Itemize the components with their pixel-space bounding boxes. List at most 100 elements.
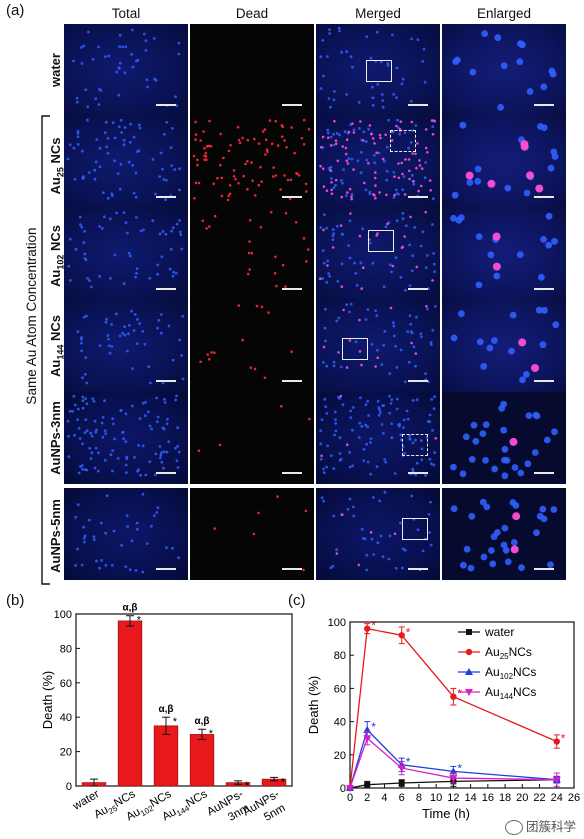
data-point (364, 781, 371, 788)
y-axis-label: Death (%) (40, 671, 55, 730)
y-tick-label: 20 (60, 747, 72, 759)
micrograph-au144-dead (190, 300, 314, 392)
scale-bar (534, 196, 554, 198)
data-point (397, 765, 406, 773)
scale-bar (156, 196, 176, 198)
y-axis-label: Death (%) (306, 676, 321, 735)
micrograph-grid (64, 24, 566, 580)
y-tick-label: 60 (60, 678, 72, 690)
significance-star: * (371, 720, 376, 734)
micrograph-au102-merged (316, 208, 440, 300)
panel-c-label: (c) (288, 592, 306, 609)
data-point (346, 785, 354, 792)
x-tick-label: 12 (447, 792, 459, 804)
scale-bar (282, 104, 302, 106)
scale-bar (408, 196, 428, 198)
y-tick-label: 20 (334, 750, 346, 762)
micrograph-aunps-3nm-enlarged (442, 392, 566, 484)
y-tick-label: 40 (60, 712, 72, 724)
x-tick-label: 4 (381, 792, 387, 804)
data-point (398, 780, 405, 787)
column-header-total: Total (111, 6, 141, 21)
y-tick-label: 0 (340, 783, 346, 795)
scale-bar (156, 472, 176, 474)
panel-a-label: (a) (6, 2, 25, 19)
x-tick-label: 22 (533, 792, 545, 804)
significance-label: α,β (194, 716, 209, 727)
legend-label: Au25NCs (485, 645, 532, 661)
y-tick-label: 100 (54, 609, 72, 621)
y-tick-label: 40 (334, 717, 346, 729)
scale-bar (534, 288, 554, 290)
micrograph-aunps-5nm-merged (316, 488, 440, 580)
x-tick-label: 24 (551, 792, 563, 804)
scale-bar (282, 472, 302, 474)
x-tick-label: 10 (430, 792, 442, 804)
micrograph-aunps-5nm-dead (190, 488, 314, 580)
y-tick-label: 100 (328, 617, 346, 629)
legend-label: water (484, 625, 514, 639)
significance-star: * (457, 687, 462, 701)
micrograph-water-enlarged (442, 24, 566, 116)
micrograph-au144-enlarged (442, 300, 566, 392)
micrograph-aunps-3nm-total (64, 392, 188, 484)
x-tick-label: 6 (399, 792, 405, 804)
micrograph-water-dead (190, 24, 314, 116)
x-tick-label: 18 (499, 792, 511, 804)
micrograph-water-merged (316, 24, 440, 116)
scale-bar (156, 288, 176, 290)
enlarge-region-box (402, 434, 428, 456)
scale-bar (534, 104, 554, 106)
x-tick-label: 0 (347, 792, 353, 804)
scale-bar (156, 104, 176, 106)
micrograph-aunps-5nm-enlarged (442, 488, 566, 580)
enlarge-region-box (368, 230, 394, 252)
significance-star: * (406, 755, 411, 769)
significance-star: * (406, 625, 411, 639)
panel-b-label: (b) (6, 592, 25, 609)
legend-label: Au144NCs (485, 685, 536, 701)
bar (189, 734, 215, 787)
data-point (465, 648, 473, 656)
micrograph-au25-enlarged (442, 116, 566, 208)
data-point (553, 738, 560, 745)
micrograph-au102-enlarged (442, 208, 566, 300)
micrograph-water-total (64, 24, 188, 116)
scale-bar (156, 380, 176, 382)
y-tick-label: 60 (334, 683, 346, 695)
data-point (465, 689, 473, 696)
x-tick-label: 20 (516, 792, 528, 804)
micrograph-au144-total (64, 300, 188, 392)
scale-bar (408, 568, 428, 570)
scale-bar (408, 288, 428, 290)
row-label-water: water (48, 53, 63, 87)
micrograph-aunps-5nm-total (64, 488, 188, 580)
data-point (552, 776, 561, 784)
micrograph-au144-merged (316, 300, 440, 392)
legend-label: Au102NCs (485, 665, 536, 681)
y-tick-label: 80 (60, 643, 72, 655)
enlarge-region-box (402, 518, 428, 540)
scale-bar (282, 568, 302, 570)
concentration-bracket (41, 115, 50, 585)
enlarge-region-box (390, 130, 416, 152)
plot-frame (349, 621, 575, 789)
significance-star: * (173, 716, 178, 728)
significance-star: * (281, 776, 286, 788)
data-point (450, 693, 457, 700)
micrograph-aunps-3nm-dead (190, 392, 314, 484)
wechat-icon (504, 820, 523, 835)
scale-bar (534, 472, 554, 474)
data-point (465, 668, 473, 675)
scale-bar (282, 196, 302, 198)
column-header-merged: Merged (355, 6, 401, 21)
watermark: 团簇科学 (504, 816, 576, 835)
micrograph-au25-merged (316, 116, 440, 208)
column-header-dead: Dead (235, 6, 269, 21)
significance-star: * (561, 732, 566, 746)
micrograph-au25-total (64, 116, 188, 208)
x-tick-label: 2 (364, 792, 370, 804)
data-point (449, 775, 458, 783)
scale-bar (408, 472, 428, 474)
